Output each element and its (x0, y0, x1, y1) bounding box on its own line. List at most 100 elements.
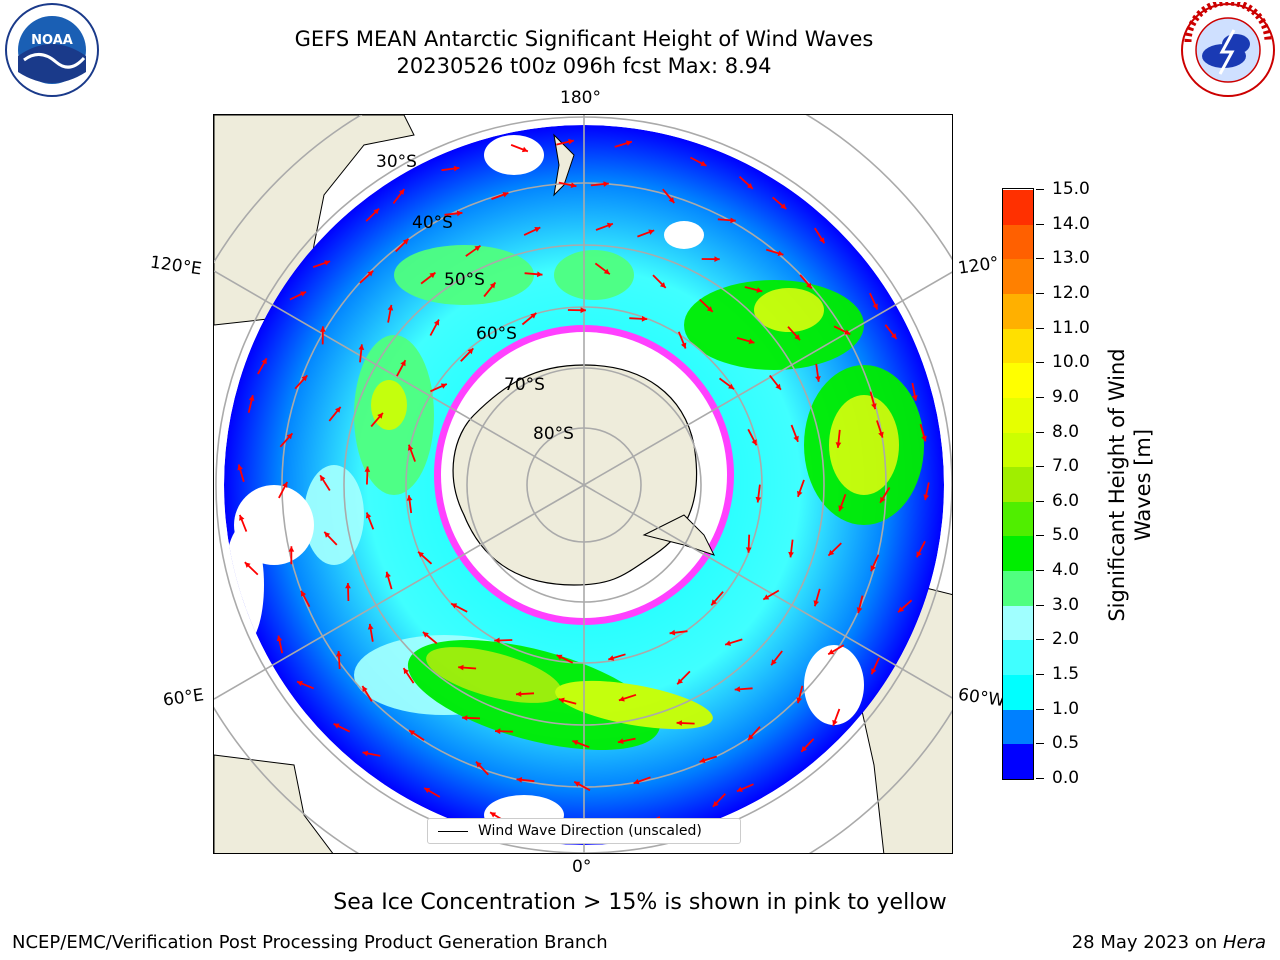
colorbar-tick (1036, 500, 1044, 502)
wind-arrow-head (730, 217, 736, 224)
wind-arrow-head (712, 801, 719, 807)
colorbar-tick-label: 12.0 (1052, 282, 1090, 303)
wind-arrow-head (398, 189, 405, 195)
wind-arrow-head (916, 551, 922, 558)
wind-arrow-head (714, 256, 720, 262)
wind-arrow-head (603, 181, 609, 187)
wind-arrow-head (751, 439, 757, 446)
colorbar-label-line2: Waves [m] (1131, 428, 1155, 542)
colorbar-tick-label: 3.0 (1052, 594, 1080, 615)
wind-arrow-head (659, 282, 666, 288)
wind-arrow-head (617, 738, 624, 744)
wind-arrow-head (385, 571, 391, 578)
wind-arrow-head (467, 348, 474, 355)
colorbar-tick (1036, 674, 1044, 676)
wind-arrow-head (282, 482, 288, 488)
wind-arrow-head (239, 514, 245, 521)
wind-arrow-head (324, 531, 331, 538)
colorbar-tick (1036, 396, 1044, 398)
wind-arrow-head (608, 655, 615, 661)
colorbar-segment (1003, 258, 1033, 294)
wind-arrow-head (880, 496, 886, 503)
wind-arrow-head (828, 549, 835, 556)
wind-arrow-head (333, 723, 340, 729)
nws-logo (1176, 0, 1280, 98)
wind-arrow-head (748, 734, 754, 741)
colorbar-segment (1003, 432, 1033, 468)
colorbar-tick (1036, 466, 1044, 468)
wind-arrow-head (489, 282, 496, 289)
colorbar-segment (1003, 570, 1033, 606)
lon-label-60w: 60°W (956, 684, 1007, 712)
wind-arrow-head (912, 395, 918, 401)
map-legend: Wind Wave Direction (unscaled) (427, 818, 741, 844)
wind-arrow-head (771, 659, 777, 666)
colorbar-segment (1003, 674, 1033, 710)
wind-arrow-head (402, 238, 409, 245)
wind-arrow-head (516, 777, 523, 783)
wind-arrow-head (755, 496, 762, 503)
wind-arrow-head (362, 750, 369, 757)
wind-arrow-head (626, 140, 632, 146)
wind-arrow-head (494, 637, 500, 644)
wind-arrow-head (345, 583, 351, 589)
wind-arrow-head (813, 600, 819, 607)
wind-arrow-head (502, 192, 509, 198)
wind-arrow-head (530, 313, 537, 319)
wind-arrow-head (633, 778, 640, 785)
colorbar-tick (1036, 362, 1044, 364)
wind-arrow-head (763, 594, 770, 600)
colorbar-tick-label: 0.0 (1052, 768, 1080, 788)
chart-title: GEFS MEAN Antarctic Significant Height o… (294, 27, 874, 51)
wind-arrow-head (418, 551, 424, 558)
colorbar-tick (1036, 258, 1044, 260)
colorbar-tick-label: 6.0 (1052, 490, 1080, 511)
wind-arrow-head (406, 495, 413, 501)
wind-arrow-head (367, 270, 374, 277)
colorbar-tick-label: 13.0 (1052, 248, 1090, 269)
wind-arrow-head (794, 334, 800, 341)
lat-label-30s: 30°S (376, 152, 417, 172)
wind-arrow-head (301, 375, 308, 382)
colorbar-tick (1036, 292, 1044, 294)
colorbar-tick (1036, 639, 1044, 641)
new-zealand (553, 133, 575, 197)
wind-arrow-head (320, 475, 326, 482)
colorbar-tick (1036, 189, 1044, 190)
wind-arrow-head (878, 431, 884, 438)
colorbar-tick-label: 7.0 (1052, 456, 1080, 477)
wind-arrow-head (572, 740, 579, 746)
wind-arrow-head (407, 444, 414, 451)
colorbar-tick-label: 4.0 (1052, 560, 1080, 581)
wind-arrow-head (648, 229, 655, 235)
wave-height-field (304, 245, 924, 750)
wind-arrow-head (793, 435, 799, 442)
no-data-patches (224, 135, 864, 835)
wind-arrow-head (574, 781, 581, 787)
wind-arrow-head (921, 435, 927, 442)
colorbar-tick (1036, 570, 1044, 572)
wind-arrow-head (603, 268, 610, 275)
wind-arrow-head (387, 304, 394, 311)
wind-arrow-head (297, 680, 303, 687)
wind-arrow-head (618, 696, 625, 702)
wind-arrow-head (797, 490, 803, 497)
colorbar (1002, 188, 1034, 780)
wind-arrow-head (871, 668, 877, 675)
colorbar-segment (1003, 293, 1033, 329)
wind-arrow-head (300, 291, 307, 297)
wind-arrow-head (819, 237, 825, 244)
wind-arrow-head (301, 590, 307, 597)
colorbar-tick-label: 9.0 (1052, 386, 1080, 407)
wind-arrow-head (453, 165, 460, 172)
wind-arrow-head (856, 607, 863, 614)
colorbar-tick (1036, 708, 1044, 710)
wind-arrow-head (699, 757, 706, 763)
wind-arrow-head (403, 668, 409, 675)
sea-ice-note: Sea Ice Concentration > 15% is shown in … (333, 890, 947, 915)
wind-arrow-head (244, 562, 251, 568)
wind-arrow-head (429, 272, 436, 279)
wind-arrow-head (668, 197, 675, 203)
colorbar-segment (1003, 224, 1033, 260)
wind-arrow-head (288, 546, 295, 552)
